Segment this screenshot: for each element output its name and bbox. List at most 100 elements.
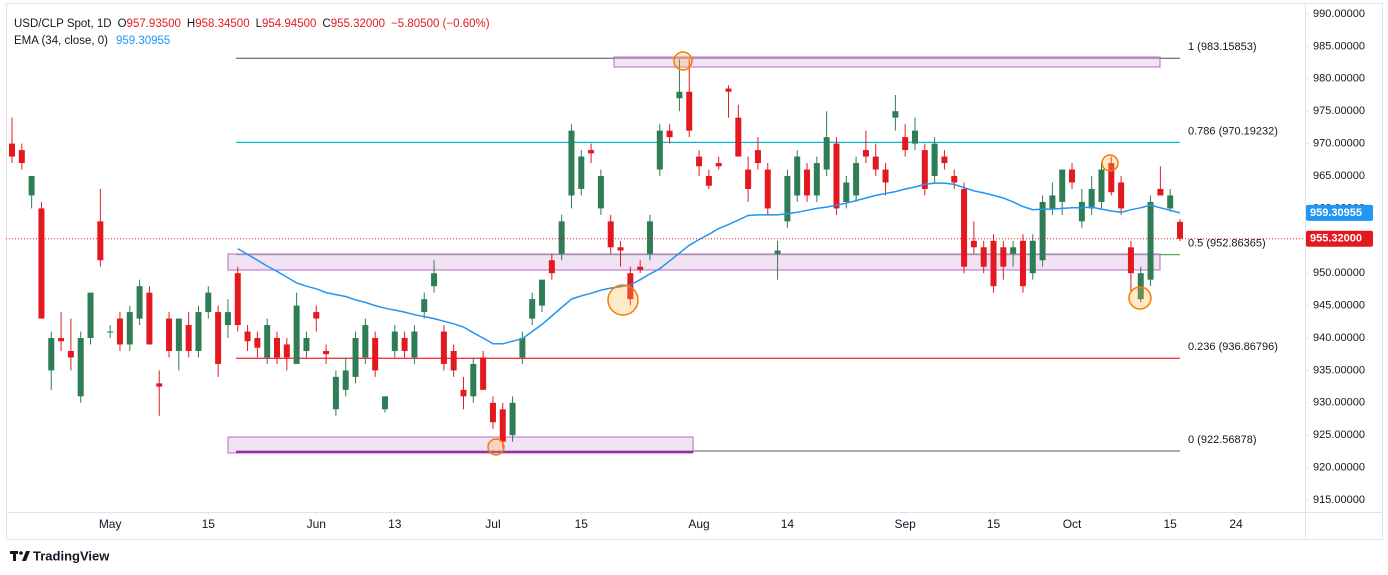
ohlc-value: 958.34500 <box>195 18 249 30</box>
ema-line <box>237 182 1181 345</box>
candle-body <box>862 150 869 157</box>
candle-body <box>97 221 104 261</box>
candle-body <box>745 169 752 189</box>
candle-body <box>1137 273 1144 300</box>
ohlc-key: L <box>256 18 263 30</box>
candle-body <box>1049 195 1056 209</box>
candle-body <box>558 221 565 254</box>
x-tick-label: May <box>99 517 122 531</box>
x-tick-label: 15 <box>1164 517 1178 531</box>
x-tick-label: 15 <box>575 517 589 531</box>
candle-body <box>87 292 94 339</box>
candle-body <box>264 325 271 358</box>
y-tick-label: 920.00000 <box>1313 462 1365 474</box>
candle-body <box>254 338 261 348</box>
candle-body <box>794 156 801 196</box>
ohlc-value: 954.94500 <box>262 18 316 30</box>
highlight-circle <box>607 284 639 316</box>
y-tick-label: 980.00000 <box>1313 73 1365 85</box>
candle-body <box>911 130 918 144</box>
candle-body <box>961 188 968 267</box>
x-tick-label: Aug <box>688 517 709 531</box>
x-tick-label: 15 <box>987 517 1001 531</box>
candle-body <box>28 176 35 196</box>
candle-body <box>980 247 987 267</box>
candle-body <box>224 312 231 326</box>
candle-body <box>48 338 55 371</box>
candle-body <box>951 176 958 183</box>
candle-body <box>1019 240 1026 287</box>
candle-body <box>313 312 320 319</box>
candle-body <box>892 111 899 118</box>
candle-body <box>77 338 84 397</box>
y-tick-label: 950.00000 <box>1313 267 1365 279</box>
x-tick-label: 15 <box>202 517 216 531</box>
x-tick-label: Sep <box>894 517 916 531</box>
ema-value: 959.30955 <box>116 35 170 47</box>
candle-body <box>381 396 388 410</box>
candle-body <box>725 88 732 92</box>
candle-body <box>676 91 683 99</box>
y-tick-label: 990.00000 <box>1313 8 1365 20</box>
symbol-name: USD/CLP Spot, 1D <box>14 18 112 30</box>
highlight-circle <box>487 438 505 456</box>
candle-body <box>116 318 123 345</box>
ema-name: EMA (34, close, 0) <box>14 35 108 47</box>
candle-body <box>990 240 997 287</box>
y-tick-label: 985.00000 <box>1313 40 1365 52</box>
candle-body <box>274 338 281 358</box>
highlight-circle <box>1128 286 1152 310</box>
chart-frame <box>6 3 1383 540</box>
candle-body <box>185 325 192 351</box>
candle-body <box>597 176 604 209</box>
candle-body <box>1157 188 1164 196</box>
candle-body <box>931 143 938 177</box>
candle-body <box>450 350 457 371</box>
candle-body <box>1078 201 1085 222</box>
x-tick-label: 14 <box>781 517 795 531</box>
y-tick-label: 975.00000 <box>1313 105 1365 117</box>
candle-body <box>470 363 477 397</box>
candle-body <box>921 150 928 189</box>
candle-body <box>519 338 526 358</box>
ohlc-key: O <box>118 18 127 30</box>
ohlc-key: H <box>187 18 195 30</box>
candle-body <box>352 338 359 377</box>
candle-body <box>705 176 712 186</box>
x-tick-label: 13 <box>388 517 402 531</box>
ema-tag <box>1306 204 1373 221</box>
candle-body <box>529 299 536 319</box>
candle-body <box>244 331 251 342</box>
candle-body <box>1059 169 1066 202</box>
zone-box <box>227 436 694 454</box>
candle-body <box>735 117 742 157</box>
candle-body <box>411 331 418 358</box>
candle-body <box>696 156 703 167</box>
y-tick-label: 935.00000 <box>1313 364 1365 376</box>
candle-body <box>902 137 909 151</box>
brand-logo: TradingView <box>10 548 110 563</box>
candle-body <box>489 402 496 423</box>
candle-body <box>539 279 546 306</box>
candle-body <box>1088 188 1095 209</box>
y-tick-label: 925.00000 <box>1313 429 1365 441</box>
candle-body <box>715 163 722 167</box>
candle-body <box>460 389 467 397</box>
candle-body <box>1029 240 1036 274</box>
candle-body <box>843 182 850 202</box>
candle-body <box>588 150 595 154</box>
candle-body <box>754 150 761 164</box>
candle-body <box>1118 182 1125 209</box>
y-tick-label: 930.00000 <box>1313 397 1365 409</box>
candle-body <box>175 318 182 351</box>
candle-body <box>637 266 644 270</box>
x-tick-label: Oct <box>1063 517 1082 531</box>
candle-body <box>1000 247 1007 267</box>
candle-body <box>166 318 173 351</box>
candle-body <box>303 338 310 351</box>
y-tick-label: 945.00000 <box>1313 300 1365 312</box>
ohlc-value: 957.93500 <box>127 18 181 30</box>
candle-body <box>146 292 153 345</box>
